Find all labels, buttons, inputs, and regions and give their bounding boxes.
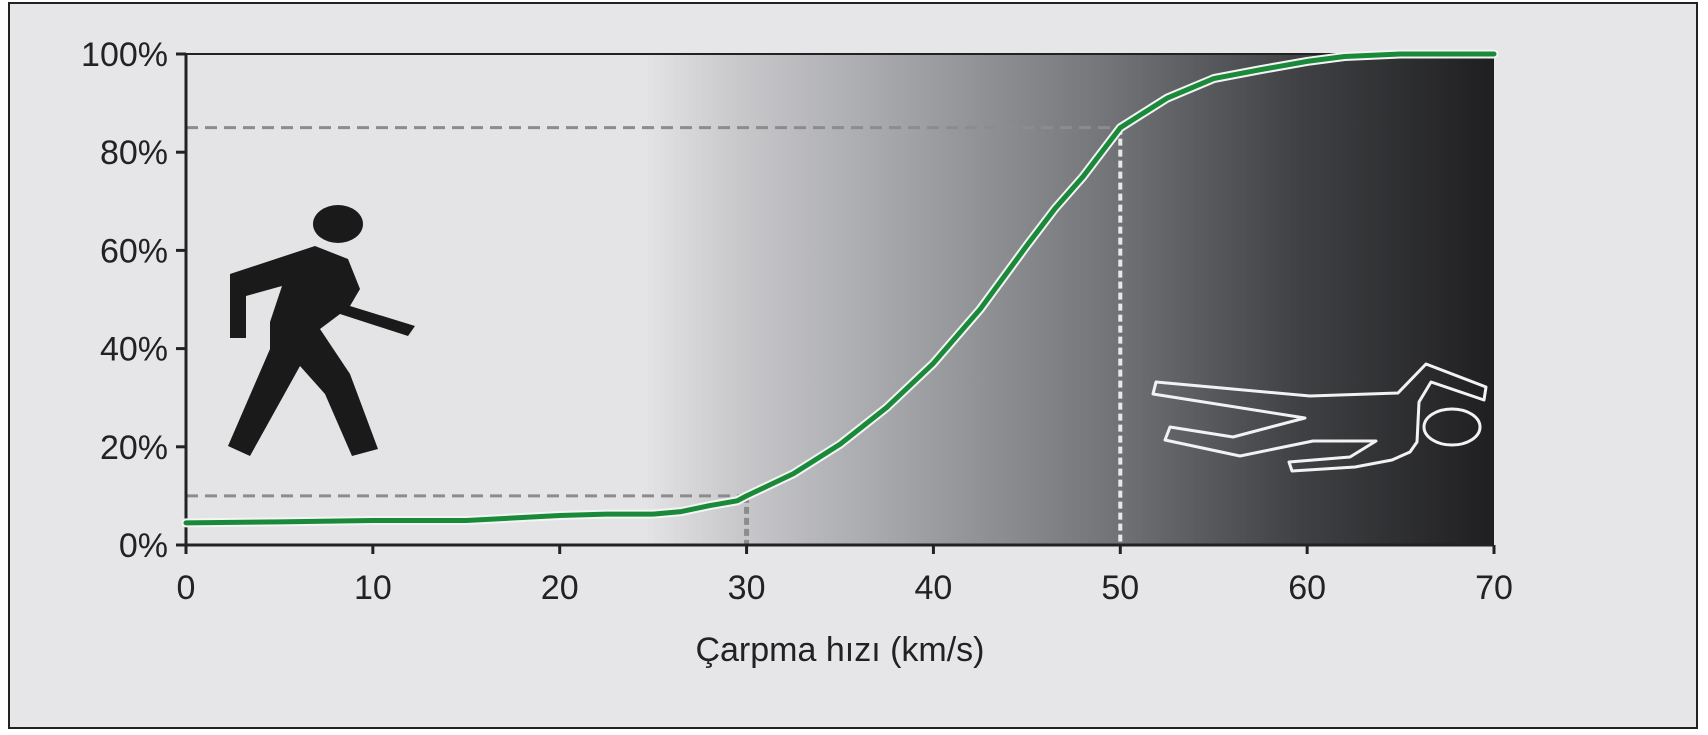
x-tick-label: 60 [1288, 569, 1326, 607]
x-tick-label: 30 [728, 569, 766, 607]
x-tick-label: 0 [177, 569, 196, 607]
y-tick-label: 40% [100, 331, 168, 369]
x-tick-label: 10 [354, 569, 392, 607]
y-tick-label: 20% [100, 429, 168, 467]
chart-frame: 0 10 20 30 40 50 60 70 0% 20% 40% 60% 80% 100% Çarpma… [8, 2, 1698, 729]
x-tick-label: 20 [541, 569, 579, 607]
y-tick-label: 60% [100, 232, 168, 270]
walking-pedestrian-icon [228, 205, 415, 456]
x-tick-label: 70 [1475, 569, 1513, 607]
chart-svg: 0 10 20 30 40 50 60 70 0% 20% 40% 60% 80% 100% Çarpma… [81, 36, 1513, 669]
body-outline-icon [1151, 362, 1488, 473]
x-tick-label: 50 [1101, 569, 1139, 607]
plot-background [186, 54, 1494, 545]
y-tick-label: 0% [119, 527, 168, 565]
series-line [183, 51, 1497, 526]
y-tick-label: 100% [81, 36, 168, 74]
x-tick-label: 40 [915, 569, 953, 607]
y-tick-label: 80% [100, 134, 168, 172]
x-axis-title: Çarpma hızı (km/s) [695, 631, 984, 669]
